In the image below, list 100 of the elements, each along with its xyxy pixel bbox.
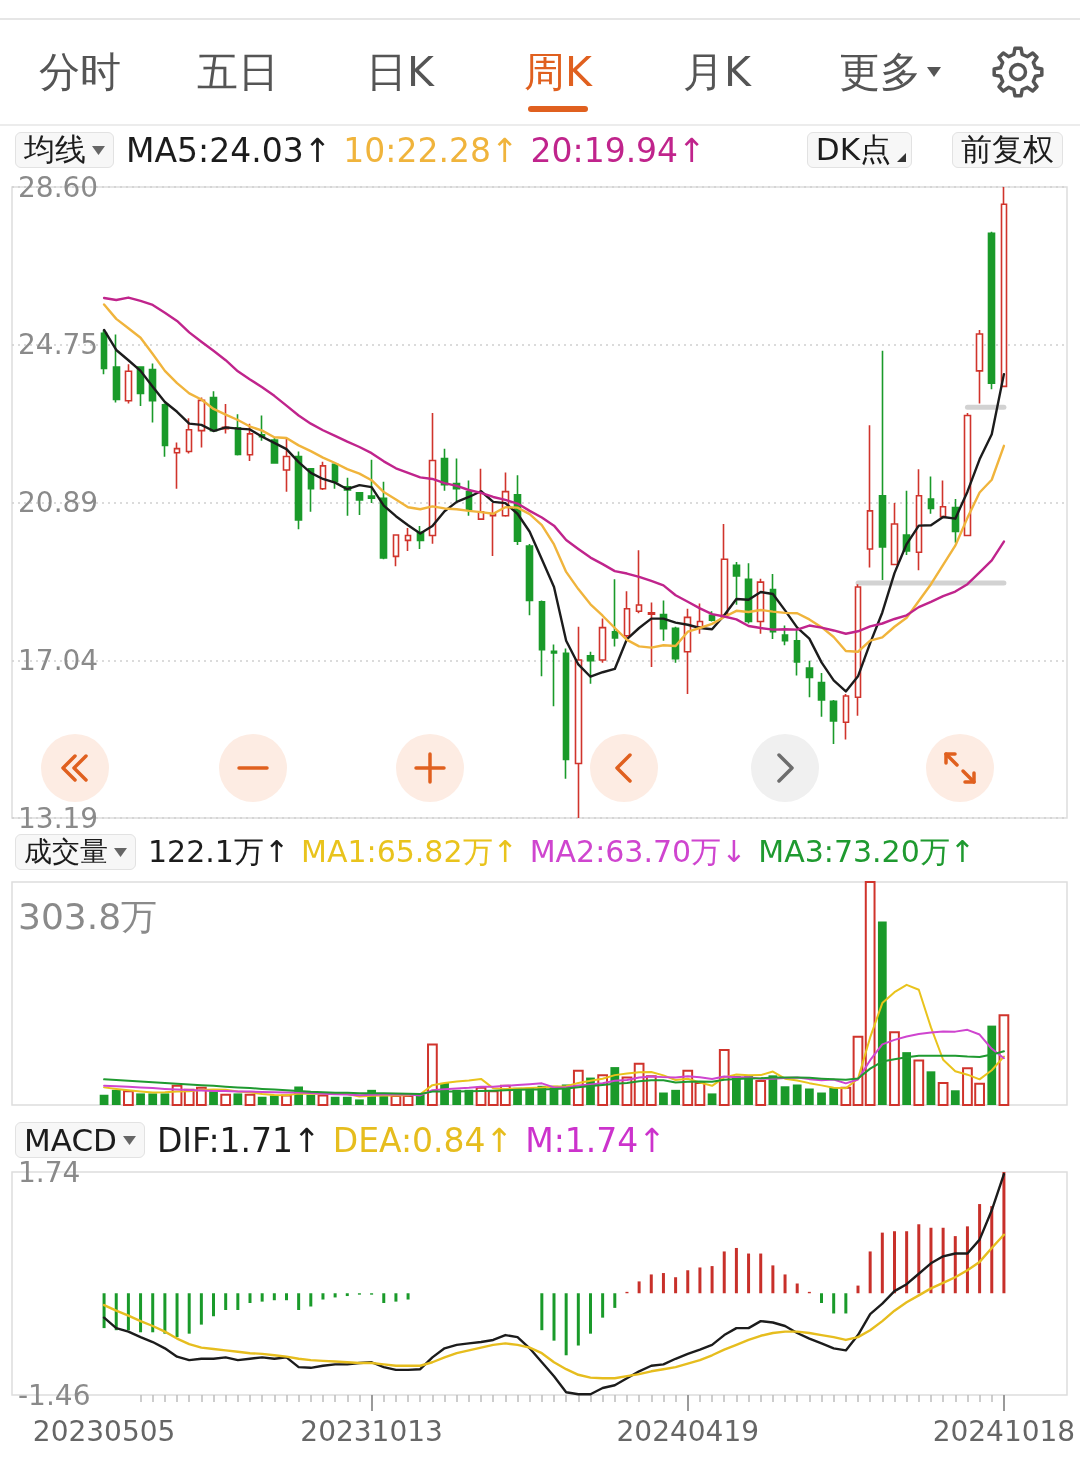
text: M:1.74↑ — [525, 1120, 666, 1160]
bar — [913, 1059, 925, 1106]
bar — [671, 1089, 680, 1105]
text: 日K — [366, 47, 434, 98]
candlestick — [550, 643, 558, 708]
x-tick-label: 20241018 — [932, 1414, 1076, 1448]
bar — [661, 1273, 665, 1294]
bar — [649, 1274, 653, 1294]
bar — [718, 1048, 730, 1106]
x-tick-label: 20230505 — [32, 1414, 176, 1448]
bar — [297, 1293, 301, 1310]
bar — [248, 1293, 252, 1304]
candlestick — [161, 402, 169, 458]
bar — [840, 1086, 852, 1106]
dropdown-button: 成交量 — [15, 834, 136, 870]
bar — [321, 1293, 325, 1300]
bar — [269, 1095, 279, 1105]
bar — [257, 1096, 267, 1105]
bar — [804, 1088, 814, 1105]
bar — [998, 1014, 1010, 1106]
y-tick-label: 13.19 — [18, 801, 99, 835]
bar — [722, 1251, 726, 1294]
candlestick — [355, 492, 364, 516]
candlestick — [647, 601, 656, 668]
bar — [771, 1265, 775, 1294]
bar — [576, 1293, 580, 1346]
bar — [151, 1293, 155, 1333]
bar — [868, 1251, 872, 1294]
candlestick — [598, 617, 607, 664]
bar — [123, 1090, 134, 1106]
y-tick-label: 28.60 — [18, 170, 99, 204]
bar — [686, 1270, 690, 1294]
candlestick — [282, 438, 291, 493]
bar — [889, 1031, 900, 1106]
candlestick — [525, 543, 534, 617]
bar — [355, 1099, 364, 1105]
text: MA3:73.20万↑ — [758, 832, 975, 871]
bar — [209, 1091, 218, 1105]
bar — [856, 1285, 860, 1294]
text: 20:19.94↑ — [530, 130, 706, 170]
bar — [160, 1093, 170, 1105]
bar — [126, 1293, 130, 1331]
bar — [659, 1092, 668, 1105]
bar — [759, 1253, 763, 1294]
bar — [281, 1094, 292, 1106]
bar — [795, 1283, 799, 1294]
bar — [111, 1089, 121, 1105]
text: MA5:24.03↑ — [126, 130, 332, 170]
bar — [637, 1281, 641, 1294]
candlestick — [805, 659, 814, 699]
bar — [864, 881, 876, 1106]
bar — [707, 1093, 717, 1105]
candlestick — [124, 363, 133, 405]
candlestick — [793, 628, 801, 677]
bar — [588, 1293, 592, 1334]
candlestick — [404, 527, 412, 552]
bar — [136, 1093, 145, 1105]
bar — [236, 1293, 240, 1310]
button: DK点 — [806, 132, 912, 168]
candlestick — [635, 549, 643, 615]
candlestick — [939, 479, 947, 519]
line-series — [102, 1233, 1006, 1380]
candlestick — [489, 502, 497, 557]
text: 五日 — [197, 47, 279, 98]
candlestick — [538, 599, 546, 678]
candlestick — [367, 458, 376, 504]
bar — [780, 1086, 790, 1105]
bar — [926, 1071, 936, 1105]
bar — [306, 1094, 316, 1105]
bar — [552, 1293, 556, 1341]
y-tick-label: 24.75 — [18, 328, 99, 362]
candlestick — [866, 424, 874, 569]
bar — [148, 1093, 158, 1105]
candlestick — [185, 417, 193, 455]
bar — [272, 1293, 276, 1301]
bar — [345, 1293, 349, 1297]
candlestick — [878, 349, 887, 581]
bar — [734, 1247, 738, 1294]
bar — [613, 1293, 617, 1308]
x-tick-label: 20240419 — [616, 1414, 760, 1448]
bar — [917, 1224, 921, 1294]
text: DEA:0.84↑ — [332, 1120, 514, 1160]
candlestick — [574, 625, 583, 819]
bar — [224, 1293, 228, 1310]
text: 122.1万↑ — [148, 832, 290, 871]
bar — [978, 1204, 982, 1294]
candlestick — [890, 502, 899, 567]
text: 月K — [683, 47, 751, 98]
candlestick — [611, 578, 619, 648]
candlestick — [246, 422, 254, 462]
bar — [892, 1231, 896, 1294]
y-tick-label: 20.89 — [18, 486, 99, 520]
y-tick-label: 1.74 — [18, 1155, 81, 1189]
bar — [829, 1087, 839, 1105]
candlestick — [817, 672, 826, 718]
button: 前复权 — [952, 132, 1063, 168]
text: DIF:1.71↑ — [156, 1120, 321, 1160]
candlestick — [623, 590, 631, 639]
bar — [233, 1093, 243, 1105]
candlestick — [987, 230, 996, 391]
